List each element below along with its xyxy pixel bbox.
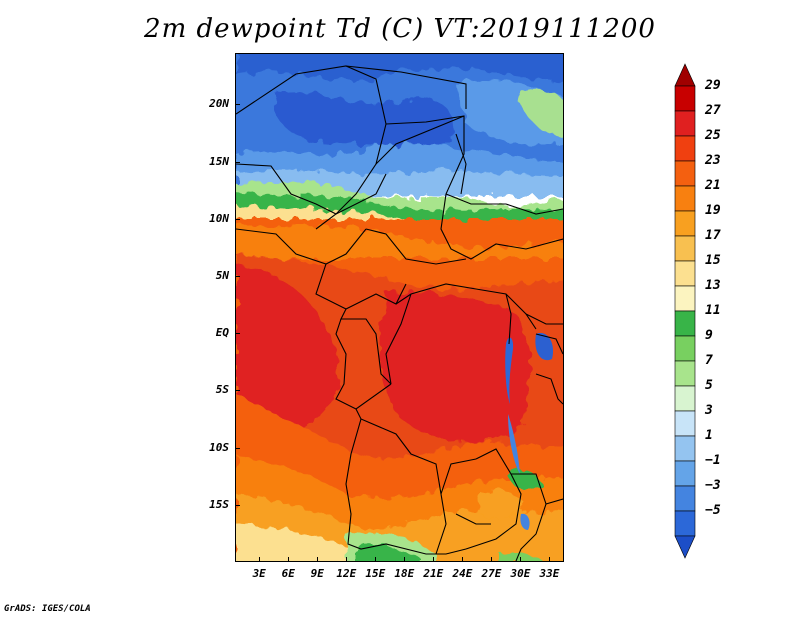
colorbar-label: 29 — [705, 78, 721, 93]
latitude-label: 20N — [209, 97, 229, 111]
colorbar-label: 27 — [705, 103, 721, 118]
colorbar-bin — [674, 160, 696, 187]
colorbar-bin — [674, 285, 696, 312]
colorbar-bin — [674, 135, 696, 162]
colorbar-label: 9 — [705, 328, 713, 343]
longitude-tick — [520, 557, 522, 562]
longitude-tick — [491, 557, 493, 562]
colorbar-bin — [674, 460, 696, 487]
latitude-tick — [235, 390, 240, 392]
country-borders — [236, 65, 563, 561]
dewpoint-map — [236, 54, 563, 561]
longitude-tick — [346, 557, 348, 562]
longitude-label: 3E — [252, 567, 266, 580]
colorbar-bin — [674, 63, 696, 87]
colorbar-bin — [674, 110, 696, 137]
colorbar-bin — [674, 310, 696, 337]
colorbar-bin — [674, 485, 696, 512]
latitude-tick — [235, 161, 240, 163]
colorbar-bin — [674, 185, 696, 212]
colorbar-label: 5 — [705, 378, 713, 393]
colorbar-bin — [674, 335, 696, 362]
colorbar-label: 19 — [705, 203, 721, 218]
latitude-tick — [235, 218, 240, 220]
colorbar-bin — [674, 210, 696, 237]
colorbar-bin — [674, 260, 696, 287]
colorbar-bin — [674, 85, 696, 112]
longitude-label: 24E — [452, 567, 473, 580]
colorbar-label: −5 — [705, 503, 721, 518]
colorbar-bin — [674, 535, 696, 559]
colorbar-bin — [674, 510, 696, 537]
colorbar-label: 21 — [705, 178, 721, 193]
longitude-label: 9E — [310, 567, 324, 580]
colorbar-bin — [674, 385, 696, 412]
colorbar-label: −1 — [705, 453, 721, 468]
colorbar-bin — [674, 360, 696, 387]
longitude-label: 21E — [423, 567, 444, 580]
longitude-label: 18E — [394, 567, 415, 580]
colorbar — [674, 63, 696, 559]
latitude-tick — [235, 104, 240, 106]
latitude-tick — [235, 333, 240, 335]
colorbar-label: −3 — [705, 478, 721, 493]
latitude-label: 10N — [209, 211, 229, 225]
longitude-tick — [259, 557, 261, 562]
longitude-tick — [462, 557, 464, 562]
colorbar-label: 13 — [705, 278, 721, 293]
map-title: 2m dewpoint Td (C) VT:2019111200 — [144, 14, 656, 44]
colorbar-label: 17 — [705, 228, 721, 243]
colorbar-label: 25 — [705, 128, 721, 143]
colorbar-label: 3 — [705, 403, 713, 418]
latitude-tick — [235, 447, 240, 449]
colorbar-label: 7 — [705, 353, 713, 368]
longitude-label: 12E — [336, 567, 357, 580]
colorbar-bin — [674, 235, 696, 262]
credit-text: GrADS: IGES/COLA — [4, 604, 91, 614]
map-panel — [235, 53, 564, 562]
latitude-label: 5N — [215, 269, 229, 283]
longitude-tick — [317, 557, 319, 562]
longitude-tick — [375, 557, 377, 562]
longitude-label: 6E — [281, 567, 295, 580]
latitude-label: 10S — [209, 440, 229, 454]
longitude-tick — [433, 557, 435, 562]
longitude-label: 27E — [481, 567, 502, 580]
longitude-tick — [288, 557, 290, 562]
colorbar-label: 1 — [705, 428, 713, 443]
water-bodies — [505, 333, 554, 530]
colorbar-label: 23 — [705, 153, 721, 168]
latitude-label: 5S — [215, 383, 229, 397]
latitude-label: 15N — [209, 154, 229, 168]
latitude-tick — [235, 276, 240, 278]
colorbar-label: 15 — [705, 253, 721, 268]
colorbar-label: 11 — [705, 303, 721, 318]
latitude-tick — [235, 504, 240, 506]
longitude-label: 33E — [539, 567, 560, 580]
longitude-label: 15E — [365, 567, 386, 580]
longitude-tick — [549, 557, 551, 562]
longitude-tick — [404, 557, 406, 562]
dewpoint-field — [236, 54, 563, 561]
longitude-label: 30E — [510, 567, 531, 580]
colorbar-bin — [674, 410, 696, 437]
latitude-label: EQ — [215, 326, 229, 340]
latitude-label: 15S — [209, 497, 229, 511]
colorbar-bin — [674, 435, 696, 462]
